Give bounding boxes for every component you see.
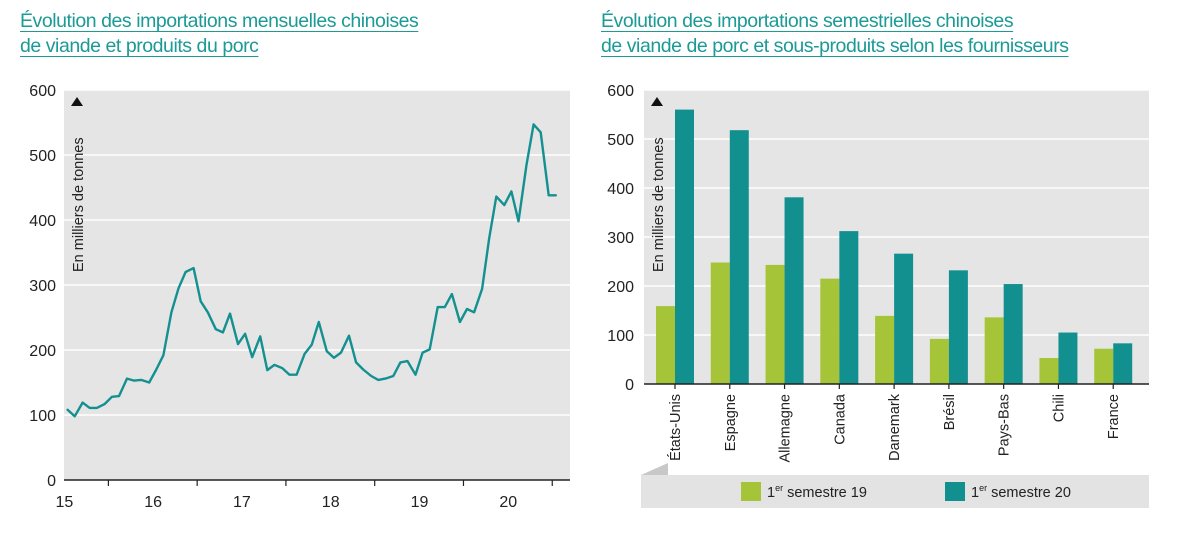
bar-legend: 1er semestre 19 1er semestre 20 [741, 482, 1071, 501]
line-x-tick-18: 18 [322, 494, 340, 511]
line-y-axis-arrow-icon [71, 97, 83, 106]
line-y-tick-labels: 0 100 200 300 400 500 600 [29, 83, 56, 490]
bar-y-tick-200: 200 [607, 279, 634, 296]
bar-category-label-france: France [1106, 394, 1122, 439]
line-chart: 0 100 200 300 400 500 600 15 16 17 18 19 20 En mill… [29, 83, 570, 511]
line-y-tick-600: 600 [29, 83, 56, 100]
bar-allemagne-s19 [765, 264, 785, 384]
bar-chili-s20 [1058, 332, 1078, 384]
bar-chart-title: Évolution des importations semestrielles… [601, 9, 1069, 59]
bar-etats-unis-s20 [675, 109, 694, 384]
line-y-tick-100: 100 [29, 408, 56, 425]
legend-label-s20: 1er semestre 20 [971, 483, 1071, 501]
line-x-tick-15: 15 [55, 494, 73, 511]
line-x-tick-20: 20 [499, 494, 517, 511]
legend-swatch-s19 [741, 482, 761, 501]
line-chart-title-line-2: de viande et produits du porc [20, 35, 259, 57]
bar-canada-s19 [820, 278, 840, 384]
bar-etats-unis-s19 [656, 306, 675, 384]
bar-france-s20 [1113, 343, 1133, 384]
line-y-tick-0: 0 [47, 473, 56, 490]
bar-espagne-s20 [729, 130, 749, 384]
line-series-imports [66, 123, 557, 418]
line-x-tick-16: 16 [144, 494, 162, 511]
bar-category-label-espagne: Espagne [723, 394, 739, 451]
legend-swatch-s20 [945, 482, 965, 501]
bar-category-label-danemark: Danemark [887, 393, 903, 461]
bar-bresil-s19 [929, 338, 949, 384]
bar-marks [656, 109, 1133, 384]
bar-chart: 0 100 200 300 400 500 600 États-Unis Espagne All… [607, 83, 1149, 508]
bar-y-tick-0: 0 [625, 377, 634, 394]
bar-category-label-bresil: Brésil [942, 394, 958, 430]
bar-category-label-chili: Chili [1051, 394, 1067, 422]
bar-allemagne-s20 [784, 197, 804, 384]
bar-category-labels: États-Unis Espagne Allemagne Canada Danemark… [667, 384, 1122, 463]
bar-danemark-s19 [875, 315, 895, 384]
bar-canada-s20 [839, 231, 859, 384]
bar-y-tick-300: 300 [607, 230, 634, 247]
bar-danemark-s20 [894, 253, 914, 384]
bar-pays-bas-s20 [1003, 284, 1023, 384]
bar-pays-bas-s19 [984, 317, 1004, 384]
bar-chart-title-line-1: Évolution des importations semestrielles… [601, 10, 1014, 32]
bar-y-tick-labels: 0 100 200 300 400 500 600 [607, 83, 634, 394]
bar-chili-s19 [1039, 358, 1059, 384]
line-x-tick-19: 19 [411, 494, 429, 511]
bar-y-tick-600: 600 [607, 83, 634, 100]
bar-bresil-s20 [948, 270, 968, 384]
bar-france-s19 [1094, 348, 1114, 384]
bar-category-label-allemagne: Allemagne [778, 394, 794, 463]
bar-y-tick-100: 100 [607, 328, 634, 345]
bar-category-label-canada: Canada [832, 393, 848, 445]
line-y-tick-300: 300 [29, 278, 56, 295]
line-y-axis-label: En milliers de tonnes [71, 137, 87, 272]
line-chart-title-line-1: Évolution des importations mensuelles ch… [20, 10, 419, 32]
line-gridlines [64, 89, 570, 416]
line-x-ticks: 15 16 17 18 19 20 [55, 480, 553, 511]
line-x-tick-17: 17 [233, 494, 251, 511]
line-y-tick-200: 200 [29, 343, 56, 360]
legend-corner-tab-icon [641, 463, 668, 475]
bar-y-tick-400: 400 [607, 181, 634, 198]
legend-label-s19: 1er semestre 19 [767, 483, 867, 501]
line-y-tick-500: 500 [29, 148, 56, 165]
line-chart-title: Évolution des importations mensuelles ch… [20, 9, 419, 59]
line-y-tick-400: 400 [29, 213, 56, 230]
bar-chart-title-line-2: de viande de porc et sous-produits selon… [601, 35, 1069, 57]
bar-y-axis-label: En milliers de tonnes [651, 137, 667, 272]
bar-y-axis-arrow-icon [651, 97, 663, 106]
bar-espagne-s19 [710, 262, 730, 384]
bar-category-label-etats-unis: États-Unis [667, 394, 684, 461]
bar-category-label-pays-bas: Pays-Bas [997, 394, 1013, 456]
legend-box [641, 475, 1149, 508]
bar-y-tick-500: 500 [607, 132, 634, 149]
